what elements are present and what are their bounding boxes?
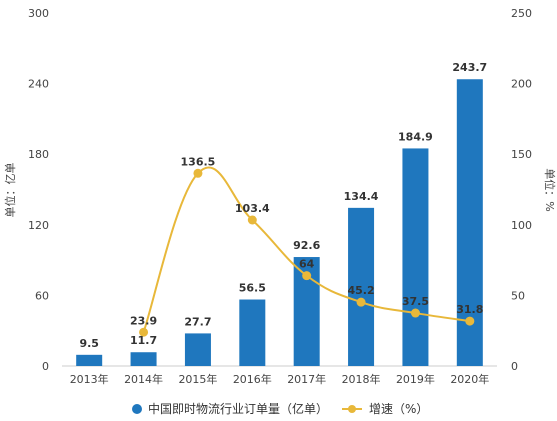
x-tick-label: 2020年 [450, 372, 489, 386]
right-tick-label: 150 [511, 148, 532, 161]
left-tick-label: 300 [28, 7, 49, 20]
x-tick-label: 2017年 [287, 372, 326, 386]
line-data-labels: 23.9 136.5 103.4 64 45.2 37.5 31.8 [130, 155, 483, 327]
left-axis-title: 单位：亿单 [3, 163, 17, 218]
right-axis-ticks: 0 50 100 150 200 250 [511, 7, 532, 373]
growth-point [247, 215, 257, 225]
left-tick-label: 60 [35, 289, 49, 302]
left-tick-label: 180 [28, 148, 49, 161]
growth-point [193, 168, 203, 178]
x-tick-label: 2018年 [342, 372, 381, 386]
legend-bar-marker [132, 404, 142, 414]
bar-value-label: 9.5 [79, 337, 99, 350]
right-tick-label: 0 [511, 360, 518, 373]
bar-value-label: 56.5 [239, 282, 266, 295]
growth-point [356, 297, 366, 307]
bar-value-label: 134.4 [344, 190, 379, 203]
bar [239, 299, 266, 366]
left-tick-label: 240 [28, 78, 49, 91]
bar-data-labels: 9.5 11.7 27.7 56.5 92.6 134.4 184.9 243.7 [79, 61, 487, 350]
growth-value-label: 31.8 [456, 303, 483, 316]
growth-value-label: 64 [299, 258, 315, 271]
bar-value-label: 11.7 [130, 334, 157, 347]
right-tick-label: 50 [511, 289, 525, 302]
right-tick-label: 100 [511, 219, 532, 232]
right-tick-label: 250 [511, 7, 532, 20]
x-tick-label: 2013年 [70, 372, 109, 386]
growth-line [142, 166, 470, 333]
bar [348, 207, 375, 366]
line-series [139, 166, 475, 337]
right-axis-title: 单位：% [543, 168, 557, 211]
legend-line-dot [348, 405, 356, 413]
bar [402, 148, 429, 366]
x-axis-ticks: 2013年 2014年 2015年 2016年 2017年 2018年 2019年 2020年 [70, 372, 490, 386]
bar-value-label: 184.9 [398, 130, 433, 143]
growth-point [139, 327, 149, 337]
x-tick-label: 2015年 [178, 372, 217, 386]
legend-line-label: 增速（%） [369, 402, 428, 416]
bar [76, 354, 103, 366]
growth-value-label: 103.4 [235, 202, 270, 215]
bar [184, 333, 211, 366]
growth-point [410, 308, 420, 318]
legend-bar-label: 中国即时物流行业订单量（亿单） [148, 401, 328, 416]
bar-value-label: 27.7 [184, 315, 211, 328]
legend: 中国即时物流行业订单量（亿单） 增速（%） [132, 401, 428, 416]
growth-value-label: 37.5 [402, 295, 429, 308]
growth-value-label: 23.9 [130, 314, 157, 327]
x-tick-label: 2019年 [396, 372, 435, 386]
growth-point [302, 271, 312, 281]
left-axis-ticks: 0 60 120 180 240 300 [28, 7, 49, 373]
right-tick-label: 200 [511, 78, 532, 91]
left-tick-label: 0 [42, 360, 49, 373]
x-tick-label: 2014年 [124, 372, 163, 386]
bar [130, 352, 157, 366]
growth-point [465, 316, 475, 326]
growth-value-label: 136.5 [181, 155, 216, 168]
bar-value-label: 92.6 [293, 239, 320, 252]
bar-value-label: 243.7 [452, 61, 487, 74]
growth-value-label: 45.2 [347, 284, 374, 297]
x-tick-label: 2016年 [233, 372, 272, 386]
left-tick-label: 120 [28, 219, 49, 232]
